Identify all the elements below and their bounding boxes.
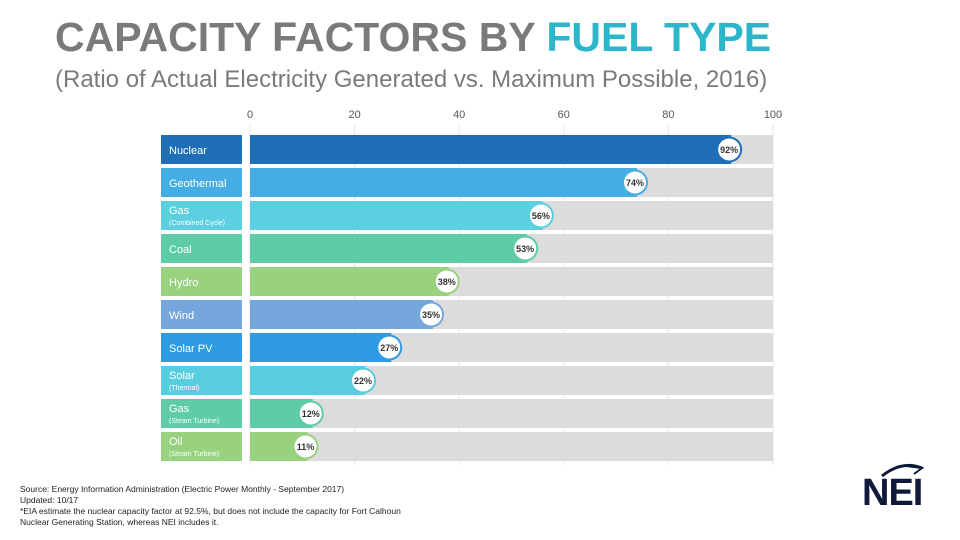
bar (250, 267, 449, 296)
logo-text: NEI (862, 472, 923, 514)
category-label: Wind (169, 310, 194, 322)
eia-note-line-2: Nuclear Generating Station, whereas NEI … (20, 517, 219, 527)
bar (250, 366, 366, 395)
data-label: 56% (532, 211, 550, 221)
value-badge (435, 270, 458, 293)
bar (250, 135, 732, 164)
x-tick-label: 60 (558, 109, 570, 121)
data-label: 27% (380, 343, 398, 353)
value-badge (718, 138, 741, 161)
category-label: Gas (169, 403, 190, 415)
chart-subtitle: (Ratio of Actual Electricity Generated v… (55, 66, 768, 93)
title-main: CAPACITY FACTORS BY (55, 14, 547, 60)
data-label: 74% (626, 178, 644, 188)
category-label-box (161, 300, 242, 329)
value-badge (624, 171, 647, 194)
category-label: Gas (169, 205, 190, 217)
value-badge (294, 435, 317, 458)
category-sublabel: (Thermal) (169, 385, 199, 392)
category-label-box (161, 201, 242, 230)
eia-note-line-1: *EIA estimate the nuclear capacity facto… (20, 506, 401, 516)
value-badge (514, 237, 537, 260)
data-label: 22% (354, 376, 372, 386)
value-badge (529, 204, 552, 227)
category-label: Nuclear (169, 145, 207, 157)
nei-logo: NEI (862, 462, 930, 514)
category-sublabel: (Steam Turbine) (169, 418, 219, 425)
value-badge (299, 402, 322, 425)
value-badge (352, 369, 375, 392)
bar (250, 201, 543, 230)
source-note: Source: Energy Information Administratio… (20, 484, 345, 494)
category-sublabel: (Steam Turbine) (169, 451, 219, 458)
data-label: 38% (438, 277, 456, 287)
x-tick-label: 40 (453, 109, 465, 121)
footnotes: Source: Energy Information Administratio… (20, 484, 480, 528)
bar-track (250, 432, 773, 461)
category-label-box (161, 399, 242, 428)
category-label-box (161, 366, 242, 395)
bar (250, 333, 392, 362)
updated-note: Updated: 10/17 (20, 495, 79, 505)
bar (250, 168, 638, 197)
bar (250, 234, 528, 263)
category-label-box (161, 432, 242, 461)
data-label: 92% (720, 145, 738, 155)
bar (250, 300, 434, 329)
category-label: Solar PV (169, 343, 213, 355)
x-tick-label: 0 (247, 109, 253, 121)
category-label-box (161, 135, 242, 164)
data-label: 12% (302, 409, 320, 419)
value-badge (420, 303, 443, 326)
x-tick-label: 20 (348, 109, 360, 121)
value-badge (378, 336, 401, 359)
category-label: Oil (169, 436, 182, 448)
data-label: 35% (422, 310, 440, 320)
x-tick-label: 80 (662, 109, 674, 121)
data-label: 53% (516, 244, 534, 254)
category-label-box (161, 234, 242, 263)
category-label-box (161, 168, 242, 197)
bar-track (250, 399, 773, 428)
category-label: Geothermal (169, 178, 226, 190)
category-label: Solar (169, 370, 195, 382)
chart-title: CAPACITY FACTORS BY FUEL TYPE (55, 14, 771, 61)
category-sublabel: (Combined Cycle) (169, 220, 225, 227)
x-tick-label: 100 (764, 109, 782, 121)
category-label-box (161, 267, 242, 296)
logo-swoosh-icon (881, 463, 925, 478)
category-label: Coal (169, 244, 192, 256)
category-label-box (161, 333, 242, 362)
category-label: Hydro (169, 277, 198, 289)
title-accent: FUEL TYPE (546, 14, 772, 60)
data-label: 11% (297, 442, 315, 452)
